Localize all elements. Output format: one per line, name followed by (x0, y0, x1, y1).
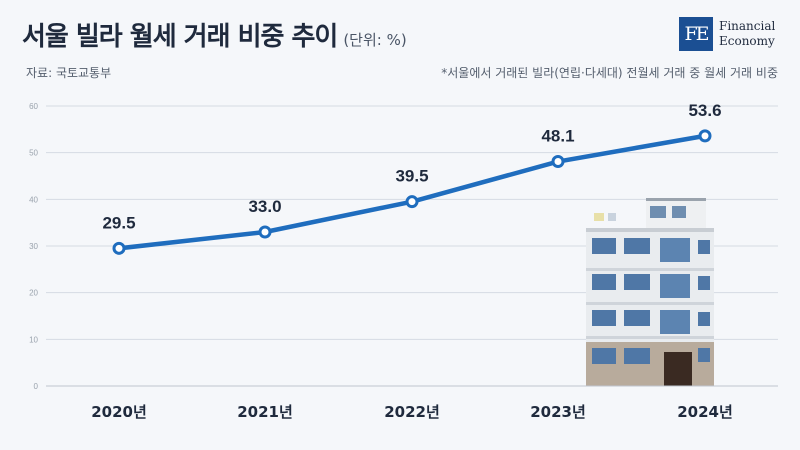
brand-logo: FE Financial Economy (679, 17, 775, 51)
x-axis-labels: 2020년 2021년 2022년 2023년 2024년 (91, 403, 733, 421)
data-point (258, 225, 272, 239)
chart-title-text: 서울 빌라 월세 거래 비중 추이 (22, 22, 338, 52)
data-point (551, 155, 565, 169)
value-label: 53.6 (688, 101, 721, 120)
footnote: *서울에서 거래된 빌라(연립·다세대) 전월세 거래 중 월세 거래 비중 (441, 66, 778, 80)
x-axis-label: 2024년 (677, 403, 733, 421)
y-tick-label: 50 (29, 149, 38, 158)
building-illustration (586, 198, 714, 386)
data-point (405, 195, 419, 209)
y-tick-label: 20 (29, 289, 38, 298)
unit-label: (단위: %) (343, 31, 407, 49)
value-label: 29.5 (102, 213, 135, 232)
x-axis-label: 2020년 (91, 403, 147, 421)
x-axis-label: 2023년 (530, 403, 586, 421)
y-tick-labels: 0 10 20 30 40 50 60 (29, 102, 38, 391)
y-tick-label: 30 (29, 242, 38, 251)
logo-line2: Economy (719, 34, 775, 48)
logo-mark: FE (679, 17, 713, 51)
logo-line1: Financial (719, 19, 776, 33)
data-point (112, 241, 126, 255)
y-tick-label: 60 (29, 102, 38, 111)
data-points (112, 129, 712, 255)
source-label: 자료: 국토교통부 (26, 66, 112, 80)
grid-lines (46, 105, 778, 340)
x-axis-label: 2022년 (384, 403, 440, 421)
data-point (698, 129, 712, 143)
y-tick-label: 40 (29, 195, 38, 204)
value-label: 33.0 (248, 197, 281, 216)
chart-title: 서울 빌라 월세 거래 비중 추이 (단위: %) (22, 16, 407, 53)
logo-text: Financial Economy (719, 19, 775, 49)
x-axis-label: 2021년 (237, 403, 293, 421)
value-label: 48.1 (541, 127, 574, 146)
value-label: 39.5 (395, 167, 428, 186)
y-tick-label: 10 (29, 335, 38, 344)
value-labels: 29.5 33.0 39.5 48.1 53.6 (102, 101, 721, 232)
y-tick-label: 0 (34, 382, 39, 391)
